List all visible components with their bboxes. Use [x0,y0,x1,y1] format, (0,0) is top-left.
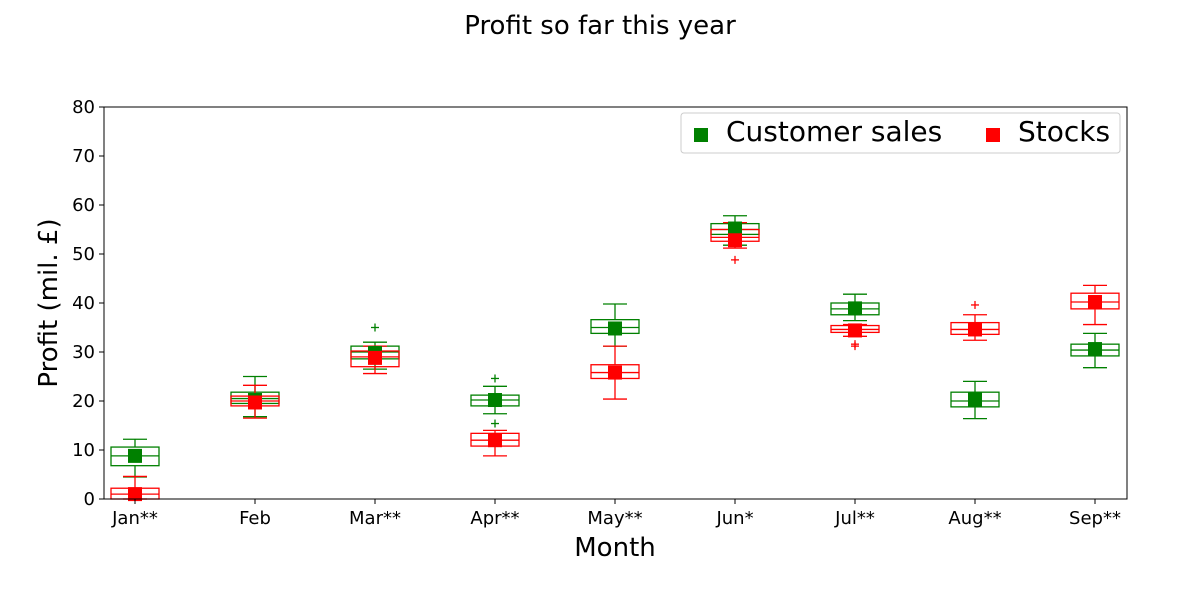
x-axis-label: Month [574,533,656,563]
mean-marker [1088,342,1102,357]
outlier-0 [731,255,739,264]
mean-marker [248,395,262,410]
x-tick-label: Jun* [715,508,753,529]
means-1 [128,233,1102,502]
outlier-1 [851,342,859,351]
mean-marker [128,448,142,463]
y-tick-label: 20 [72,391,95,412]
x-tick-label: Apr** [470,508,519,529]
box-1-4 [590,345,640,400]
mean-marker [968,392,982,407]
x-tick-label: Jul** [834,508,875,529]
y-tick-label: 50 [72,244,95,265]
y-tick-label: 0 [84,489,95,510]
plot-area [110,215,1120,502]
chart-title: Profit so far this year [464,11,736,41]
x-tick-label: May** [587,508,642,529]
mean-marker [608,321,622,336]
legend-marker [986,128,1000,142]
legend-entry: Stocks [986,115,1110,148]
y-axis-label: Profit (mil. £) [34,218,64,387]
legend-label: Customer sales [726,115,942,148]
mean-marker [128,487,142,502]
series-stocks [110,221,1120,500]
legend-frame [680,112,1121,154]
y-tick-label: 70 [72,146,95,167]
y-tick-label: 60 [72,195,95,216]
mean-marker [968,322,982,337]
mean-marker [1088,295,1102,310]
x-tick-label: Feb [239,508,271,529]
mean-marker [848,301,862,316]
x-tick-label: Jan** [111,508,158,529]
x-tick-label: Aug** [948,508,1001,529]
x-tick-label: Mar** [349,508,401,529]
outlier-0 [971,300,979,309]
outlier-0 [371,323,379,332]
y-tick-label: 30 [72,342,95,363]
plot-frame [103,106,1128,500]
y-tick-label: 10 [72,440,95,461]
legend-entry: Customer sales [694,115,942,148]
axes: 0 10 20 30 40 50 60 70 80 Jan** Feb Mar** Apr** May**… [72,97,1128,529]
outlier-0 [491,374,499,383]
mean-marker [488,433,502,448]
legend-marker [694,128,708,142]
mean-marker [848,323,862,338]
box-iqr [950,391,1000,408]
mean-marker [608,365,622,380]
mean-marker [728,221,742,236]
y-tick-label: 80 [72,97,95,118]
x-tick-label: Sep** [1069,508,1121,529]
mean-marker [728,233,742,248]
y-tick-label: 40 [72,293,95,314]
legend-label: Stocks [1018,115,1110,148]
mean-marker [488,393,502,408]
outlier-1 [491,419,499,428]
legend: Customer sales Stocks [680,112,1121,154]
mean-marker [368,350,382,365]
